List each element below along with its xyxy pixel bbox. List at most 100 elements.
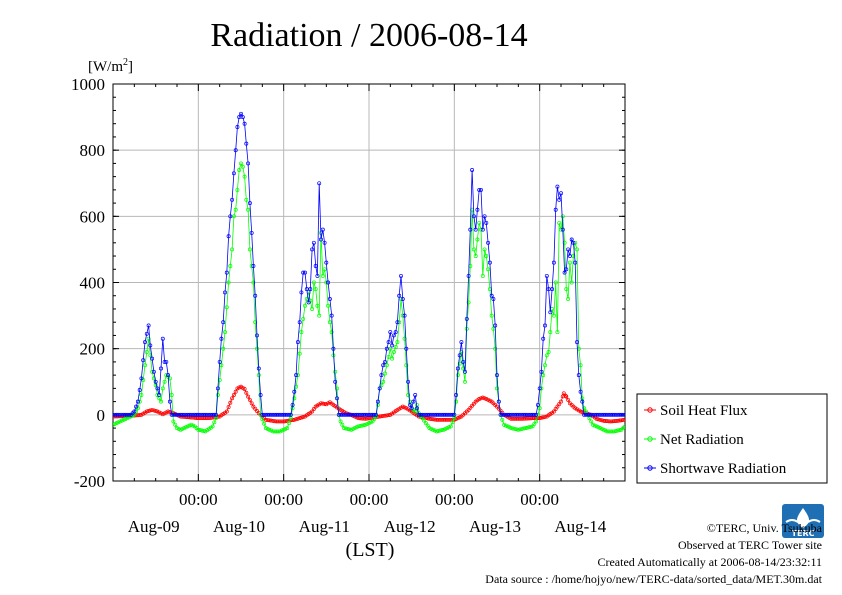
data-point — [534, 419, 539, 424]
data-point — [454, 399, 459, 404]
data-point — [591, 422, 595, 427]
data-point — [239, 161, 243, 166]
data-point — [251, 280, 256, 285]
data-point — [495, 386, 499, 391]
data-point — [487, 260, 492, 265]
data-point — [455, 366, 460, 371]
data-point — [566, 247, 571, 252]
data-point — [415, 406, 419, 411]
data-point — [397, 293, 402, 298]
data-point — [210, 415, 215, 420]
data-point — [311, 407, 316, 411]
data-point — [594, 416, 599, 421]
credit-copyright: ©TERC, Univ. Tsukuba — [707, 521, 823, 535]
data-point — [589, 419, 594, 424]
data-point — [347, 412, 352, 417]
data-point — [351, 412, 355, 417]
data-point — [143, 340, 147, 345]
data-point — [198, 412, 203, 417]
data-point — [189, 415, 194, 420]
data-point — [559, 191, 563, 196]
data-point — [598, 426, 603, 431]
data-point — [235, 187, 240, 192]
data-point — [605, 429, 610, 434]
data-point — [537, 386, 542, 391]
data-point — [155, 386, 160, 391]
data-point — [592, 423, 597, 428]
data-point — [502, 422, 507, 427]
data-point — [162, 359, 167, 364]
data-point — [569, 280, 574, 285]
data-point — [189, 422, 194, 427]
data-point — [493, 346, 498, 351]
data-point — [226, 280, 231, 285]
data-point — [551, 260, 556, 265]
data-point — [276, 412, 281, 417]
data-point — [214, 412, 219, 417]
data-point — [244, 390, 249, 395]
data-point — [315, 303, 320, 308]
data-point — [623, 412, 625, 417]
data-point — [575, 247, 579, 252]
data-point — [445, 417, 450, 422]
data-point — [246, 207, 251, 212]
data-point — [224, 270, 229, 275]
data-point — [431, 412, 435, 417]
data-point — [160, 386, 165, 391]
data-point — [445, 412, 450, 417]
data-point — [551, 409, 556, 414]
credit-observed: Observed at TERC Tower site — [678, 538, 822, 552]
data-point — [297, 416, 302, 421]
data-point — [247, 397, 252, 402]
data-point — [180, 412, 185, 417]
data-point — [578, 389, 583, 394]
data-point — [320, 401, 325, 406]
data-point — [544, 273, 549, 278]
data-point — [555, 404, 560, 409]
data-point — [223, 290, 227, 295]
data-point — [509, 426, 514, 431]
data-point — [175, 426, 179, 431]
data-point — [226, 234, 231, 239]
data-point — [406, 393, 411, 397]
data-point — [404, 346, 409, 351]
data-point — [379, 373, 384, 378]
water-drop-icon — [796, 508, 810, 528]
data-point — [159, 366, 163, 371]
data-point — [386, 354, 391, 359]
data-point — [427, 416, 432, 421]
data-point — [567, 254, 572, 258]
data-point — [534, 412, 539, 417]
data-point — [516, 416, 521, 421]
data-point — [525, 416, 530, 421]
data-point — [342, 426, 347, 431]
data-point — [599, 418, 604, 423]
data-point — [119, 418, 124, 423]
data-point — [546, 350, 551, 354]
legend-box — [636, 393, 828, 484]
data-point — [557, 402, 562, 407]
data-point — [427, 412, 432, 417]
data-point — [320, 273, 325, 278]
data-point — [553, 207, 558, 212]
data-point — [356, 412, 361, 417]
data-point — [523, 416, 528, 421]
data-point — [246, 161, 251, 166]
data-point — [143, 363, 147, 368]
data-point — [434, 429, 439, 434]
data-point — [591, 412, 595, 417]
data-point — [468, 227, 473, 232]
data-point — [171, 412, 176, 417]
data-point — [278, 412, 283, 417]
data-point — [381, 363, 386, 368]
data-point — [559, 399, 563, 404]
data-point — [555, 184, 560, 189]
data-point — [365, 412, 370, 417]
data-point — [233, 389, 238, 394]
data-point — [258, 393, 263, 397]
data-point — [151, 369, 156, 374]
data-point — [283, 419, 288, 424]
data-point — [247, 247, 252, 252]
data-point — [347, 427, 352, 432]
